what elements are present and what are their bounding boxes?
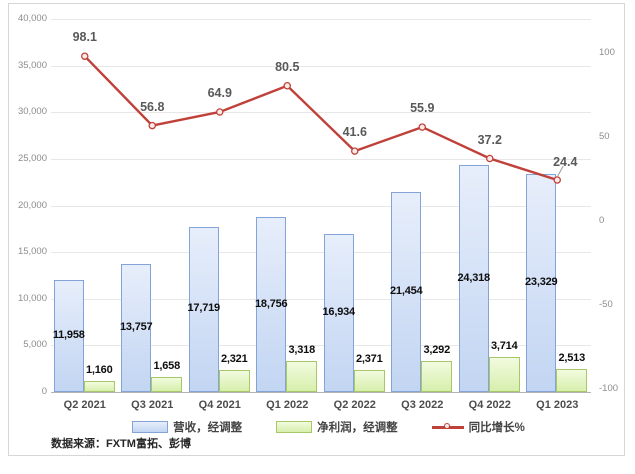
growth-point-marker <box>350 147 359 155</box>
x-axis-label: Q3 2021 <box>131 399 174 411</box>
profit-bar <box>218 370 250 392</box>
right-axis-tick: -50 <box>599 299 613 310</box>
growth-value-label: 24.4 <box>553 155 578 169</box>
gridline <box>51 252 591 254</box>
revenue-bar-label: 17,719 <box>187 302 221 315</box>
profit-bar-label: 3,292 <box>423 344 451 357</box>
revenue-bar-label: 24,318 <box>457 271 491 284</box>
left-axis-tick: 35,000 <box>17 59 47 71</box>
revenue-bar <box>53 280 84 392</box>
x-axis-label: Q1 2023 <box>536 399 579 411</box>
profit-bar <box>83 381 115 392</box>
revenue-swatch-icon <box>132 421 169 433</box>
revenue-bar <box>458 165 489 392</box>
left-axis-tick: 30,000 <box>17 106 47 118</box>
gridline <box>51 205 591 207</box>
x-axis-line <box>51 392 591 393</box>
chart-frame: 0 5,000 10,000 15,000 20,000 25,000 30,000 35,0… <box>8 3 625 456</box>
revenue-bar <box>256 217 287 392</box>
revenue-bar-label: 11,958 <box>52 329 85 342</box>
profit-bar-label: 3,318 <box>288 344 316 357</box>
x-axis-label: Q2 2021 <box>63 399 106 411</box>
growth-point-marker <box>485 154 494 163</box>
source-note: 数据来源：FXTM富拓、彭博 <box>51 438 191 450</box>
profit-bar <box>286 361 318 392</box>
legend-label-profit: 净利润，经调整 <box>317 422 398 434</box>
growth-line <box>83 55 558 182</box>
legend-label-growth: 同比增长% <box>468 422 525 434</box>
right-axis-tick: -100 <box>599 383 619 394</box>
revenue-bar-label: 23,329 <box>525 276 558 289</box>
profit-bar <box>421 361 453 392</box>
revenue-bar <box>391 191 422 392</box>
right-axis-tick: 50 <box>599 131 610 142</box>
profit-bar-label: 2,321 <box>220 353 248 366</box>
growth-point-marker <box>215 108 224 116</box>
profit-bar <box>556 368 588 392</box>
revenue-bar <box>526 174 557 392</box>
legend-item-profit: 净利润，经调整 <box>276 419 398 435</box>
growth-value-label: 37.2 <box>477 132 502 147</box>
profit-bar <box>151 376 183 392</box>
growth-value-label: 41.6 <box>342 125 367 140</box>
legend: 营收，经调整 净利润，经调整 同比增长% <box>21 419 635 435</box>
left-axis-tick: 25,000 <box>17 152 47 164</box>
gridline <box>51 158 591 160</box>
growth-line-marker-icon <box>431 422 464 432</box>
x-axis-label: Q4 2021 <box>198 399 241 411</box>
right-axis-tick: 0 <box>599 215 605 226</box>
revenue-bar-label: 16,934 <box>322 306 356 319</box>
growth-line-chart <box>81 52 564 184</box>
profit-bar-label: 3,714 <box>490 340 518 353</box>
legend-item-growth: 同比增长% <box>431 419 525 435</box>
growth-value-label: 98.1 <box>72 30 97 45</box>
growth-point-marker <box>81 52 89 60</box>
right-axis-tick: 100 <box>599 47 615 58</box>
revenue-bar <box>323 234 354 392</box>
x-axis-label: Q4 2022 <box>468 399 511 411</box>
growth-point-marker <box>148 121 156 130</box>
left-axis-tick: 0 <box>41 386 47 397</box>
x-axis-label: Q2 2022 <box>333 399 376 411</box>
growth-value-label: 80.5 <box>275 59 300 74</box>
gridline <box>51 112 591 114</box>
left-axis-tick: 20,000 <box>17 199 47 211</box>
left-axis-tick: 5,000 <box>23 339 47 351</box>
profit-bar <box>353 369 385 392</box>
revenue-bar <box>188 226 219 392</box>
revenue-bar-label: 13,757 <box>120 320 153 333</box>
revenue-bar-label: 18,756 <box>255 297 288 310</box>
growth-point-marker <box>553 176 562 184</box>
growth-point-marker <box>283 82 291 90</box>
legend-item-revenue: 营收，经调整 <box>132 419 242 435</box>
gridline <box>51 298 591 300</box>
profit-bar-label: 2,371 <box>355 352 383 365</box>
gridline <box>51 19 591 20</box>
left-axis-tick: 15,000 <box>17 246 47 258</box>
left-axis-tick: 10,000 <box>17 292 47 304</box>
x-axis-label: Q3 2022 <box>401 399 444 411</box>
growth-value-label: 55.9 <box>410 101 435 116</box>
profit-bar-label: 1,658 <box>153 359 181 372</box>
revenue-bar <box>121 263 152 392</box>
profit-bar-label: 1,160 <box>85 364 113 377</box>
growth-point-marker <box>418 123 426 131</box>
left-axis-tick: 40,000 <box>17 13 47 24</box>
x-axis-label: Q1 2022 <box>266 399 309 411</box>
growth-value-label: 56.8 <box>140 99 165 114</box>
gridline <box>51 65 591 67</box>
label-leader-line <box>557 165 564 177</box>
profit-bar-label: 2,513 <box>558 351 586 364</box>
legend-label-revenue: 营收，经调整 <box>173 422 243 434</box>
profit-swatch-icon <box>276 421 313 433</box>
gridline <box>51 345 591 347</box>
profit-bar <box>488 357 520 392</box>
revenue-bar-label: 21,454 <box>390 284 423 297</box>
growth-value-label: 64.9 <box>207 85 232 100</box>
